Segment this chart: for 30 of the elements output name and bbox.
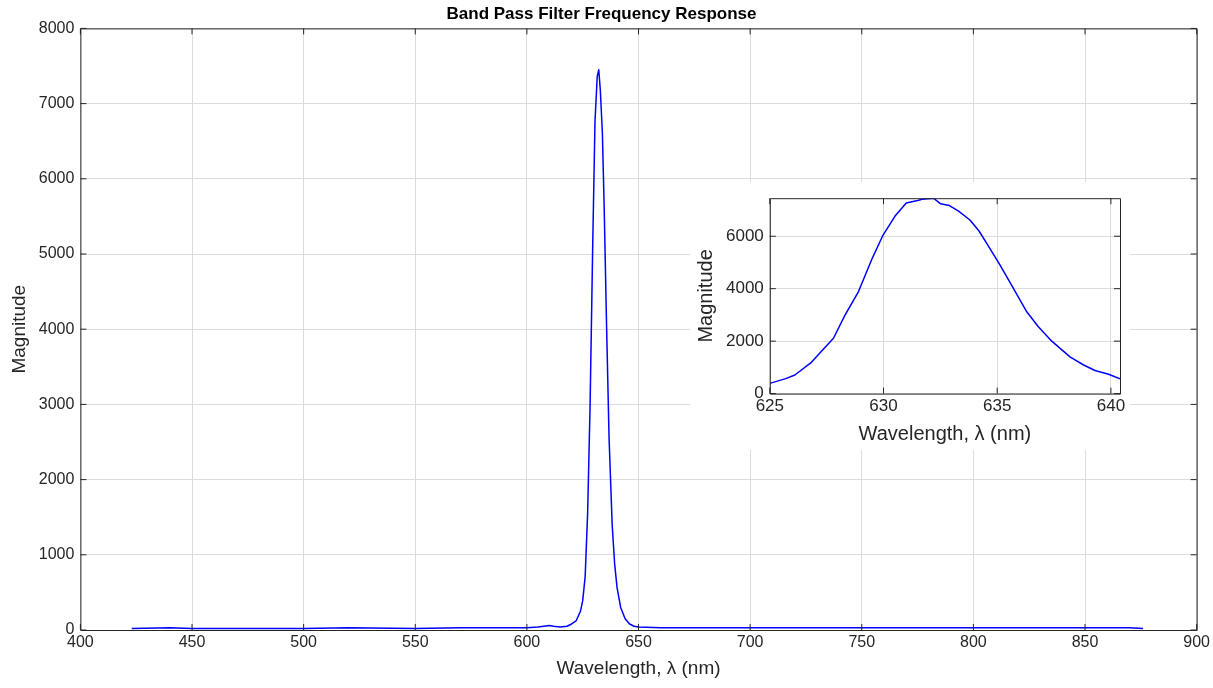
y-tick-label: 8000 — [38, 18, 75, 36]
x-tick-label: 750 — [848, 633, 876, 651]
y-tick-label: 1000 — [38, 545, 75, 563]
y-tick-label: 2000 — [725, 330, 764, 350]
y-axis-title: Magnitude — [693, 249, 716, 343]
y-tick-label: 3000 — [38, 394, 75, 412]
x-tick-label: 450 — [178, 633, 206, 651]
y-axis-title: Magnitude — [7, 284, 29, 374]
y-tick-label: 4000 — [38, 319, 75, 337]
y-tick-label: 4000 — [725, 278, 764, 298]
y-tick-label: 7000 — [38, 94, 75, 112]
chart-title: Band Pass Filter Frequency Response — [446, 3, 757, 23]
x-tick-label: 850 — [1071, 633, 1099, 651]
x-tick-label: 640 — [1096, 396, 1126, 416]
x-tick-label: 700 — [736, 633, 764, 651]
x-tick-label: 600 — [513, 633, 541, 651]
y-tick-label: 5000 — [38, 244, 75, 262]
y-tick-label: 6000 — [38, 169, 75, 187]
x-tick-label: 630 — [869, 396, 898, 416]
x-tick-label: 650 — [625, 633, 652, 651]
y-tick-label: 2000 — [38, 470, 75, 488]
x-tick-label: 635 — [983, 396, 1012, 416]
x-tick-label: 550 — [401, 633, 429, 651]
x-axis-title: Wavelength, λ (nm) — [858, 421, 1032, 444]
y-tick-label: 6000 — [725, 225, 764, 245]
x-tick-label: 400 — [67, 633, 94, 651]
x-axis-title: Wavelength, λ (nm) — [556, 656, 721, 678]
x-tick-label: 500 — [290, 633, 318, 651]
x-tick-label: 800 — [960, 633, 987, 651]
x-tick-label: 900 — [1183, 633, 1211, 651]
